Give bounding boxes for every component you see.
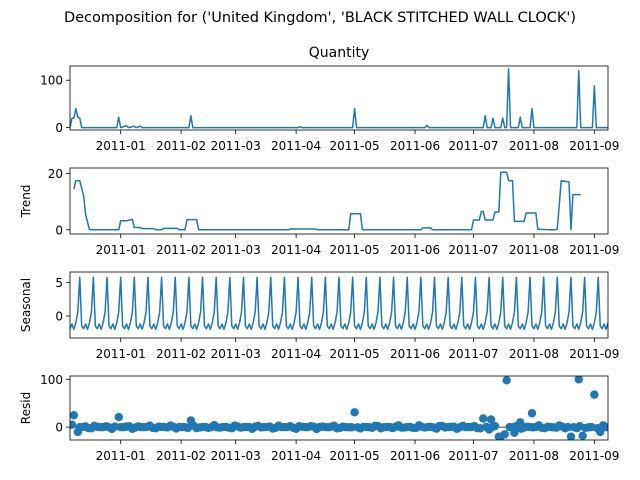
ylabel: Trend — [19, 185, 33, 219]
resid-point — [590, 390, 599, 399]
x-tick-label: 2011-03 — [211, 347, 261, 361]
x-tick-label: 2011-02 — [156, 449, 206, 463]
x-tick-label: 2011-08 — [509, 139, 559, 153]
x-tick-label: 2011-09 — [569, 139, 619, 153]
panel-2: Trend 0 20 2011-01 2011-02 2011-03 2011-04 2011… — [19, 167, 619, 257]
x-tick-label: 2011-07 — [448, 449, 498, 463]
y-tick-label: 5 — [55, 276, 63, 290]
x-tick-label: 2011-09 — [569, 449, 619, 463]
resid-point — [73, 427, 82, 437]
resid-point — [500, 430, 509, 439]
resid-point — [484, 425, 494, 434]
x-tick-label: 2011-08 — [509, 243, 559, 257]
y-tick-label: 0 — [55, 310, 63, 324]
x-tick-label: 2011-04 — [271, 347, 321, 361]
x-tick-label: 2011-07 — [448, 139, 498, 153]
x-tick-label: 2011-06 — [390, 243, 440, 257]
x-tick-label: 2011-07 — [448, 347, 498, 361]
y-tick-label: 0 — [55, 121, 63, 135]
resid-point — [563, 422, 573, 432]
x-tick-label: 2011-08 — [509, 347, 559, 361]
x-tick-label: 2011-04 — [271, 449, 321, 463]
resid-point — [510, 428, 519, 438]
axes-frame — [69, 65, 609, 131]
x-tick-label: 2011-06 — [390, 139, 440, 153]
x-tick-label: 2011-01 — [96, 243, 146, 257]
y-tick-label: 0 — [55, 223, 63, 237]
resid-point — [347, 423, 356, 432]
x-tick-label: 2011-08 — [509, 449, 559, 463]
resid-point — [479, 414, 488, 423]
resid-point — [486, 415, 496, 424]
ylabel: Resid — [19, 392, 33, 424]
y-tick-label: 100 — [40, 74, 63, 88]
x-tick-label: 2011-05 — [330, 243, 380, 257]
x-tick-label: 2011-03 — [211, 243, 261, 257]
x-tick-label: 2011-02 — [156, 243, 206, 257]
x-tick-label: 2011-09 — [569, 347, 619, 361]
panel-4: Resid 0 100 2011-01 2011-02 2011-03 2011-04 201… — [19, 373, 619, 463]
series-line — [73, 171, 581, 231]
y-tick-label: 100 — [40, 373, 63, 387]
series-line — [70, 68, 608, 129]
x-tick-label: 2011-01 — [96, 449, 146, 463]
panel-3: Seasonal 0 5 2011-01 2011-02 2011-03 2011-04 20… — [19, 271, 619, 361]
x-tick-label: 2011-07 — [448, 243, 498, 257]
x-tick-label: 2011-05 — [330, 449, 380, 463]
y-tick-label: 20 — [48, 167, 63, 181]
axes-frame — [69, 167, 609, 235]
plot-area — [73, 171, 581, 231]
ylabel: Seasonal — [19, 278, 33, 332]
resid-point — [527, 409, 537, 418]
x-tick-label: 2011-05 — [330, 139, 380, 153]
x-tick-label: 2011-04 — [271, 139, 321, 153]
x-tick-label: 2011-09 — [569, 243, 619, 257]
resid-point — [70, 420, 77, 429]
resid-point — [574, 376, 583, 384]
figure-title: Decomposition for ('United Kingdom', 'BL… — [64, 10, 576, 26]
x-tick-label: 2011-06 — [390, 449, 440, 463]
y-tick-label: 0 — [55, 421, 63, 435]
resid-point — [70, 410, 79, 420]
plot-area — [70, 376, 608, 440]
x-tick-label: 2011-04 — [271, 243, 321, 257]
x-tick-label: 2011-05 — [330, 347, 380, 361]
plot-area — [70, 276, 608, 331]
x-tick-label: 2011-02 — [156, 347, 206, 361]
resid-point — [186, 416, 196, 425]
x-tick-label: 2011-06 — [390, 347, 440, 361]
x-tick-label: 2011-02 — [156, 139, 206, 153]
axes-frame — [69, 375, 609, 441]
series-line — [70, 276, 608, 331]
resid-point — [114, 412, 123, 422]
resid-point — [566, 432, 576, 440]
resid-point — [350, 408, 359, 417]
x-tick-label: 2011-03 — [211, 449, 261, 463]
axes-frame — [69, 271, 609, 339]
resid-point — [596, 427, 605, 437]
panels: Quantity 0 100 2011-01 2011-02 2011-03 2011-04… — [19, 45, 619, 463]
panel-title: Quantity — [309, 45, 370, 61]
x-tick-label: 2011-01 — [96, 139, 146, 153]
resid-point — [578, 431, 587, 440]
x-tick-label: 2011-01 — [96, 347, 146, 361]
x-tick-label: 2011-03 — [211, 139, 261, 153]
resid-point — [502, 376, 511, 385]
panel-1: Quantity 0 100 2011-01 2011-02 2011-03 2011-04… — [40, 45, 619, 153]
resid-point — [516, 418, 525, 427]
plot-area — [70, 68, 608, 129]
